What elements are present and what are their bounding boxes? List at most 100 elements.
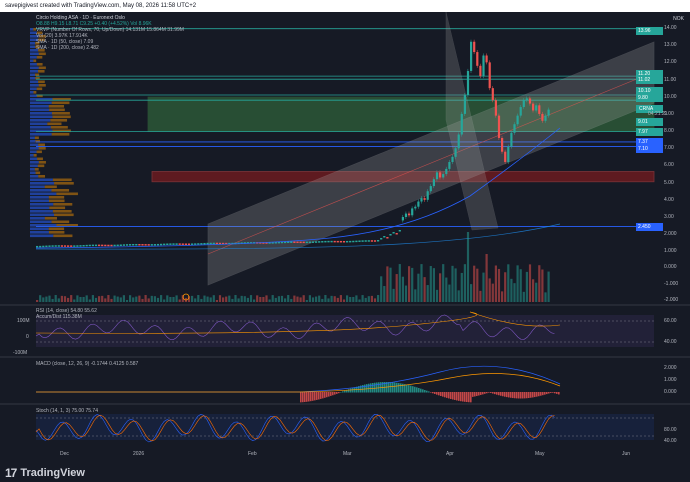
candle-body	[51, 245, 54, 247]
legend-line: SMA · 1D (50, close) 7.09	[36, 39, 94, 45]
volume-bar	[259, 296, 262, 302]
legend-line: VRVP (Number Of Rows, 70, Up/Down) 14.13…	[36, 27, 184, 33]
candle-body	[457, 134, 460, 149]
volume-bar	[67, 297, 70, 302]
candle-body	[67, 245, 70, 247]
macd-bar	[474, 392, 476, 397]
vp-bar-down	[33, 91, 37, 94]
volume-bar	[271, 295, 274, 302]
volume-bar	[253, 299, 256, 302]
macd-bar	[330, 392, 332, 396]
macd-bar	[336, 392, 338, 394]
candle-body	[178, 243, 181, 245]
volume-bar	[448, 284, 451, 302]
volume-bar	[203, 295, 206, 302]
vp-bar-down	[56, 192, 78, 196]
volume-bar	[178, 299, 181, 302]
candle-body	[296, 241, 299, 244]
volume-bar	[290, 298, 293, 302]
volume-bar	[150, 295, 153, 302]
macd-bar	[508, 392, 510, 398]
macd-bar	[374, 382, 376, 393]
candle-body	[423, 198, 426, 200]
macd-bar	[368, 383, 370, 393]
macd-bar	[450, 392, 452, 400]
volume-bar	[466, 232, 470, 302]
macd-bar	[334, 392, 336, 395]
price-axis-label: 6.00	[664, 162, 674, 169]
support-zone	[147, 96, 655, 133]
candle-body	[265, 242, 268, 244]
volume-bar	[209, 297, 212, 302]
volume-bar	[538, 265, 541, 302]
price-tag: 9.80	[636, 94, 663, 102]
tradingview-logo[interactable]: 17 TradingView	[5, 466, 85, 480]
macd-bar	[306, 392, 308, 402]
chart-area[interactable]	[0, 12, 690, 458]
candle-body	[494, 100, 497, 116]
candle-body	[101, 244, 104, 247]
candle-body	[70, 245, 73, 247]
candle-body	[501, 137, 504, 152]
macd-bar	[518, 392, 520, 399]
vp-bar-up	[30, 136, 35, 140]
macd-bar	[412, 386, 414, 393]
vp-bar-down	[52, 178, 72, 182]
vp-bar-down	[36, 56, 43, 59]
volume-bar	[513, 283, 516, 302]
candle-body	[504, 151, 507, 163]
vp-bar-up	[30, 80, 39, 84]
vp-bar-up	[30, 175, 39, 178]
vp-bar-down	[50, 119, 68, 122]
vp-bar-up	[30, 105, 49, 108]
volume-bar	[367, 296, 370, 302]
vp-bar-up	[30, 38, 39, 42]
volume-bar	[528, 264, 532, 302]
time-axis-label: Dec	[60, 451, 69, 457]
volume-bar	[122, 295, 125, 302]
volume-bar	[60, 295, 63, 302]
accum-axis-label: 0	[26, 334, 29, 340]
macd-bar	[500, 392, 502, 396]
volume-bar	[420, 264, 423, 302]
macd-bar	[540, 392, 542, 396]
macd-bar	[342, 391, 344, 393]
candle-body	[293, 241, 296, 243]
volume-bar	[398, 264, 401, 302]
candle-body	[274, 242, 277, 244]
volume-bar	[268, 299, 271, 302]
volume-bar	[63, 296, 67, 302]
volume-bar	[125, 299, 129, 302]
price-axis-label: 5.00	[664, 179, 674, 186]
vp-bar-down	[52, 210, 72, 213]
candle-body	[54, 245, 57, 247]
macd-bar	[400, 383, 402, 393]
vp-bar-up	[30, 150, 37, 154]
macd-bar	[304, 392, 306, 403]
candle-body	[138, 244, 141, 246]
vp-bar-up	[30, 168, 35, 171]
volume-bar	[116, 296, 119, 302]
vp-bar-down	[38, 143, 45, 147]
candle-body	[98, 244, 101, 247]
macd-bar	[324, 392, 326, 398]
candle-body	[215, 242, 218, 245]
volume-profile	[30, 28, 78, 238]
vp-bar-down	[52, 115, 71, 119]
sma-50-line	[35, 127, 561, 249]
candle-body	[287, 241, 290, 244]
volume-bar	[222, 297, 225, 302]
macd-bar	[348, 389, 350, 393]
candle-body	[225, 242, 228, 245]
volume-bar	[482, 272, 485, 302]
candle-body	[110, 244, 113, 247]
vp-bar-up	[30, 199, 50, 203]
vp-bar-up	[30, 98, 53, 101]
candle-body	[132, 244, 135, 246]
macd-bar	[394, 382, 396, 393]
macd-bar	[328, 392, 330, 397]
candle-body	[383, 236, 386, 238]
price-tag: 7.37	[636, 138, 663, 146]
volume-bar	[411, 267, 414, 302]
